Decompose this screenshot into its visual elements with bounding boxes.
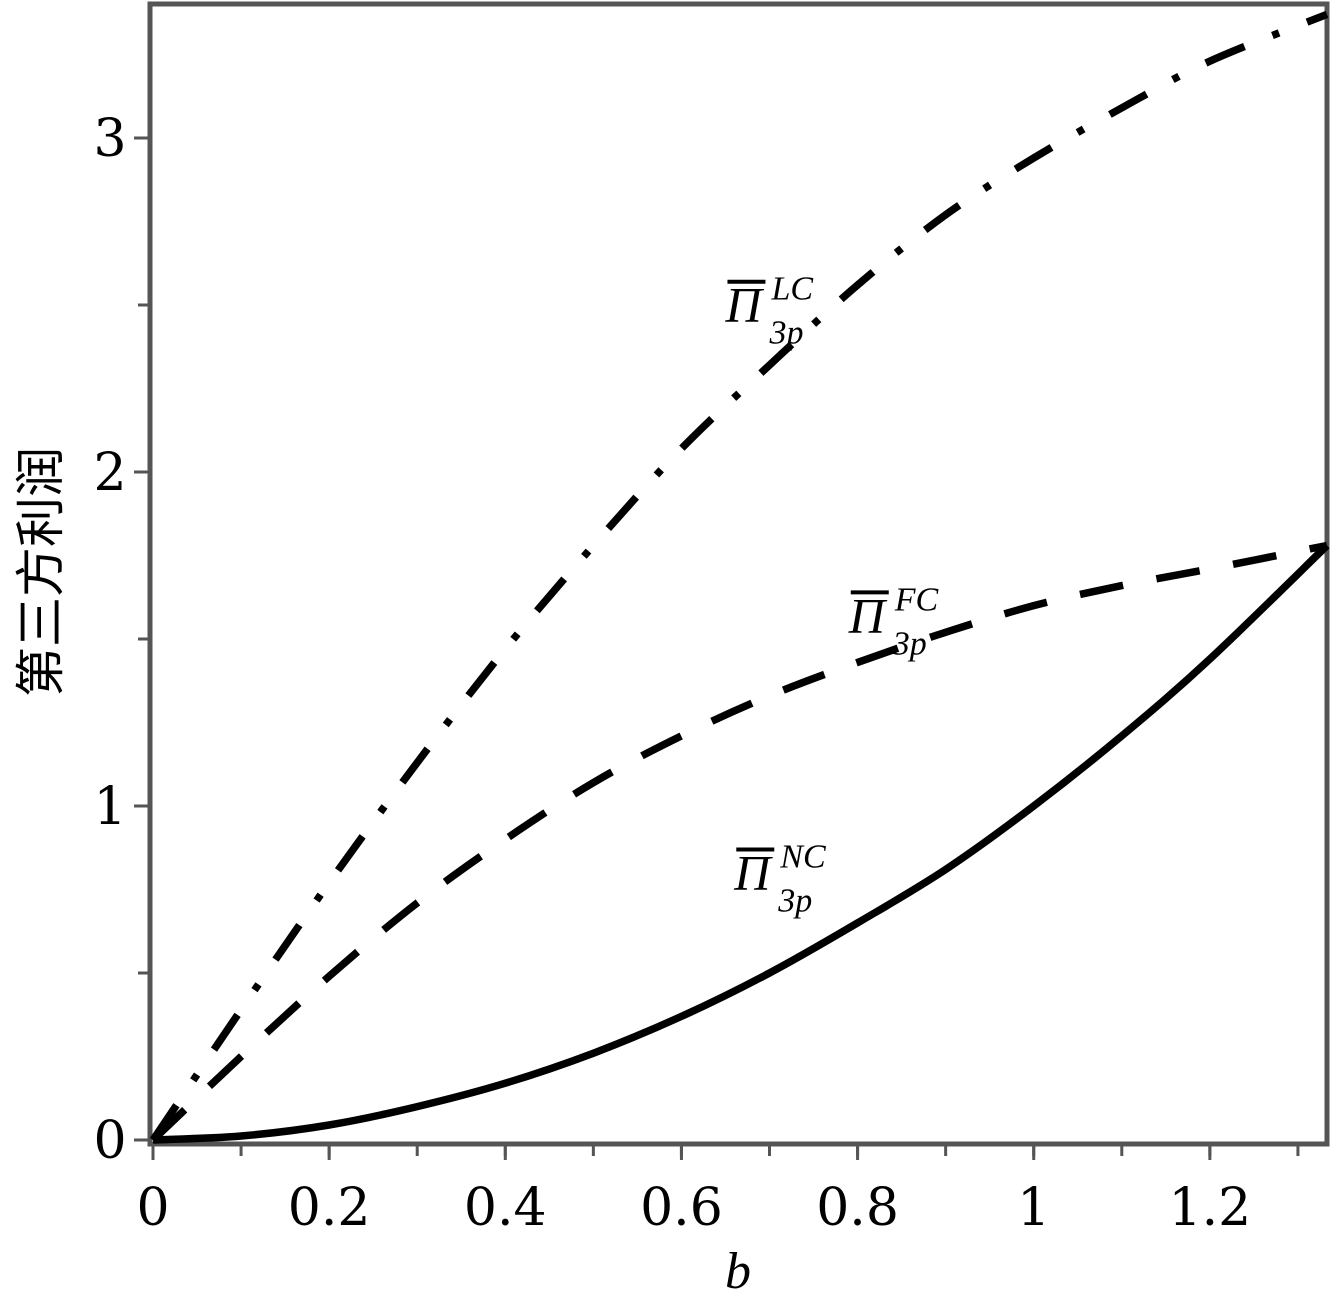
- series-line-fc: [150, 541, 1328, 1143]
- y-tick-label: 2: [93, 443, 126, 503]
- x-tick-label: 0.6: [640, 1178, 723, 1238]
- series-label-nc: Π NC 3p: [733, 839, 826, 920]
- series-layer: [149, 10, 1330, 1144]
- series-label-superscript: LC: [770, 271, 813, 308]
- y-tick-label: 1: [93, 777, 126, 837]
- x-tick-label: 1.2: [1169, 1178, 1252, 1238]
- series-label-subscript: 3p: [768, 315, 803, 352]
- plot-frame: [147, 1, 1330, 1147]
- y-tick-label: 3: [93, 109, 126, 169]
- series-line-lc: [149, 10, 1329, 1143]
- series-label-fc: Π FC 3p: [848, 581, 939, 662]
- y-axis-label: 第三方利润: [12, 447, 70, 697]
- series-label-lc: Π LC 3p: [724, 271, 813, 352]
- x-tick-label: 0.8: [816, 1178, 899, 1238]
- series-label-superscript: FC: [894, 581, 939, 618]
- series-label-symbol: Π: [848, 587, 888, 643]
- series-label-symbol: Π: [733, 845, 773, 901]
- x-axis-ticks: 0 0.2 0.4 0.6 0.8 1 1.2: [136, 1144, 1300, 1238]
- x-tick-label: 0.2: [288, 1178, 371, 1238]
- series-line-nc: [152, 542, 1330, 1144]
- x-tick-label: 1: [1017, 1178, 1050, 1238]
- y-axis-ticks: 0 1 2 3: [93, 109, 150, 1171]
- x-tick-label: 0: [136, 1178, 169, 1238]
- series-label-subscript: 3p: [777, 883, 812, 920]
- series-label-superscript: NC: [779, 839, 826, 876]
- series-label-symbol: Π: [724, 277, 764, 333]
- x-axis-label: b: [725, 1243, 751, 1295]
- y-tick-label: 0: [93, 1111, 126, 1171]
- x-tick-label: 0.4: [464, 1178, 547, 1238]
- series-label-subscript: 3p: [892, 625, 927, 662]
